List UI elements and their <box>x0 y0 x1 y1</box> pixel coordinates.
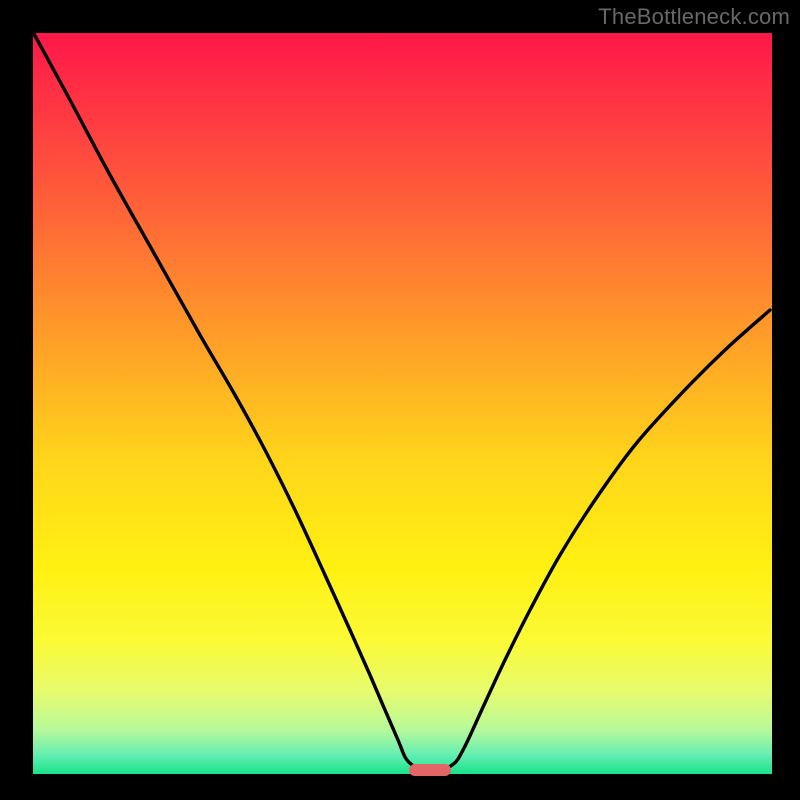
optimal-zone-marker <box>409 764 451 776</box>
watermark-text: TheBottleneck.com <box>598 4 790 30</box>
gradient-background <box>33 33 772 774</box>
bottleneck-chart <box>0 0 800 800</box>
